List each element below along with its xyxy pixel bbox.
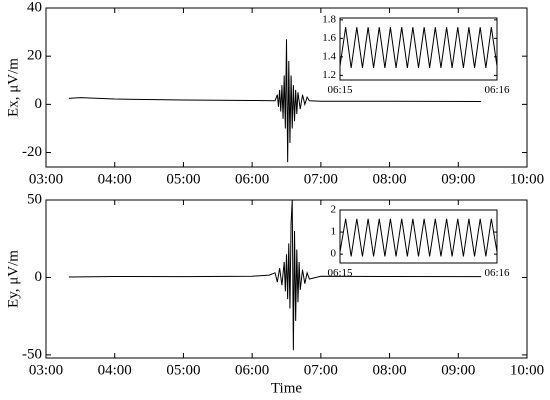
x-tick-label: 03:00 <box>29 172 63 188</box>
x-tick-label: 05:00 <box>166 363 200 379</box>
y-tick-label: 1.6 <box>322 32 336 44</box>
y-tick-label: 1.8 <box>322 13 336 25</box>
x-tick-label: 06:16 <box>484 84 510 96</box>
x-tick-label: 08:00 <box>372 363 406 379</box>
x-tick-label: 06:15 <box>327 84 353 96</box>
inset-line <box>339 218 498 257</box>
y-tick-label: 0 <box>331 248 337 260</box>
x-tick-label: 06:00 <box>235 172 269 188</box>
x-tick-label: 06:16 <box>484 267 510 279</box>
x-tick-label: 07:00 <box>304 363 338 379</box>
x-tick-label: 10:00 <box>510 363 544 379</box>
y-tick-label: -20 <box>22 144 42 160</box>
y-tick-label: 1.2 <box>322 69 336 81</box>
x-tick-label: 05:00 <box>166 172 200 188</box>
signal-line <box>68 199 482 351</box>
y-tick-label: 0 <box>35 96 43 112</box>
x-tick-label: 06:15 <box>327 267 353 279</box>
x-tick-label: 09:00 <box>441 172 475 188</box>
y-tick-label: 0 <box>35 269 43 285</box>
y-tick-label: 20 <box>27 48 42 64</box>
y-tick-label: 50 <box>27 191 42 207</box>
y-tick-label: 40 <box>27 0 42 15</box>
x-tick-label: 07:00 <box>304 172 338 188</box>
inset-line <box>339 27 498 69</box>
x-tick-label: 03:00 <box>29 363 63 379</box>
x-tick-label: 04:00 <box>98 363 132 379</box>
x-tick-label: 04:00 <box>98 172 132 188</box>
x-tick-label: 09:00 <box>441 363 475 379</box>
y-tick-label: -50 <box>22 346 42 362</box>
x-axis-label: Time <box>271 380 302 396</box>
x-tick-label: 10:00 <box>510 172 544 188</box>
x-tick-label: 08:00 <box>372 172 406 188</box>
y-axis-label: Ey, μV/m <box>5 250 21 308</box>
y-axis-label: Ex, μV/m <box>5 58 21 117</box>
y-tick-label: 1.4 <box>322 50 336 62</box>
inset-frame <box>339 17 498 81</box>
y-tick-label: 1 <box>331 226 337 238</box>
x-tick-label: 06:00 <box>235 363 269 379</box>
y-tick-label: 2 <box>331 204 337 216</box>
signal-line <box>68 39 482 163</box>
